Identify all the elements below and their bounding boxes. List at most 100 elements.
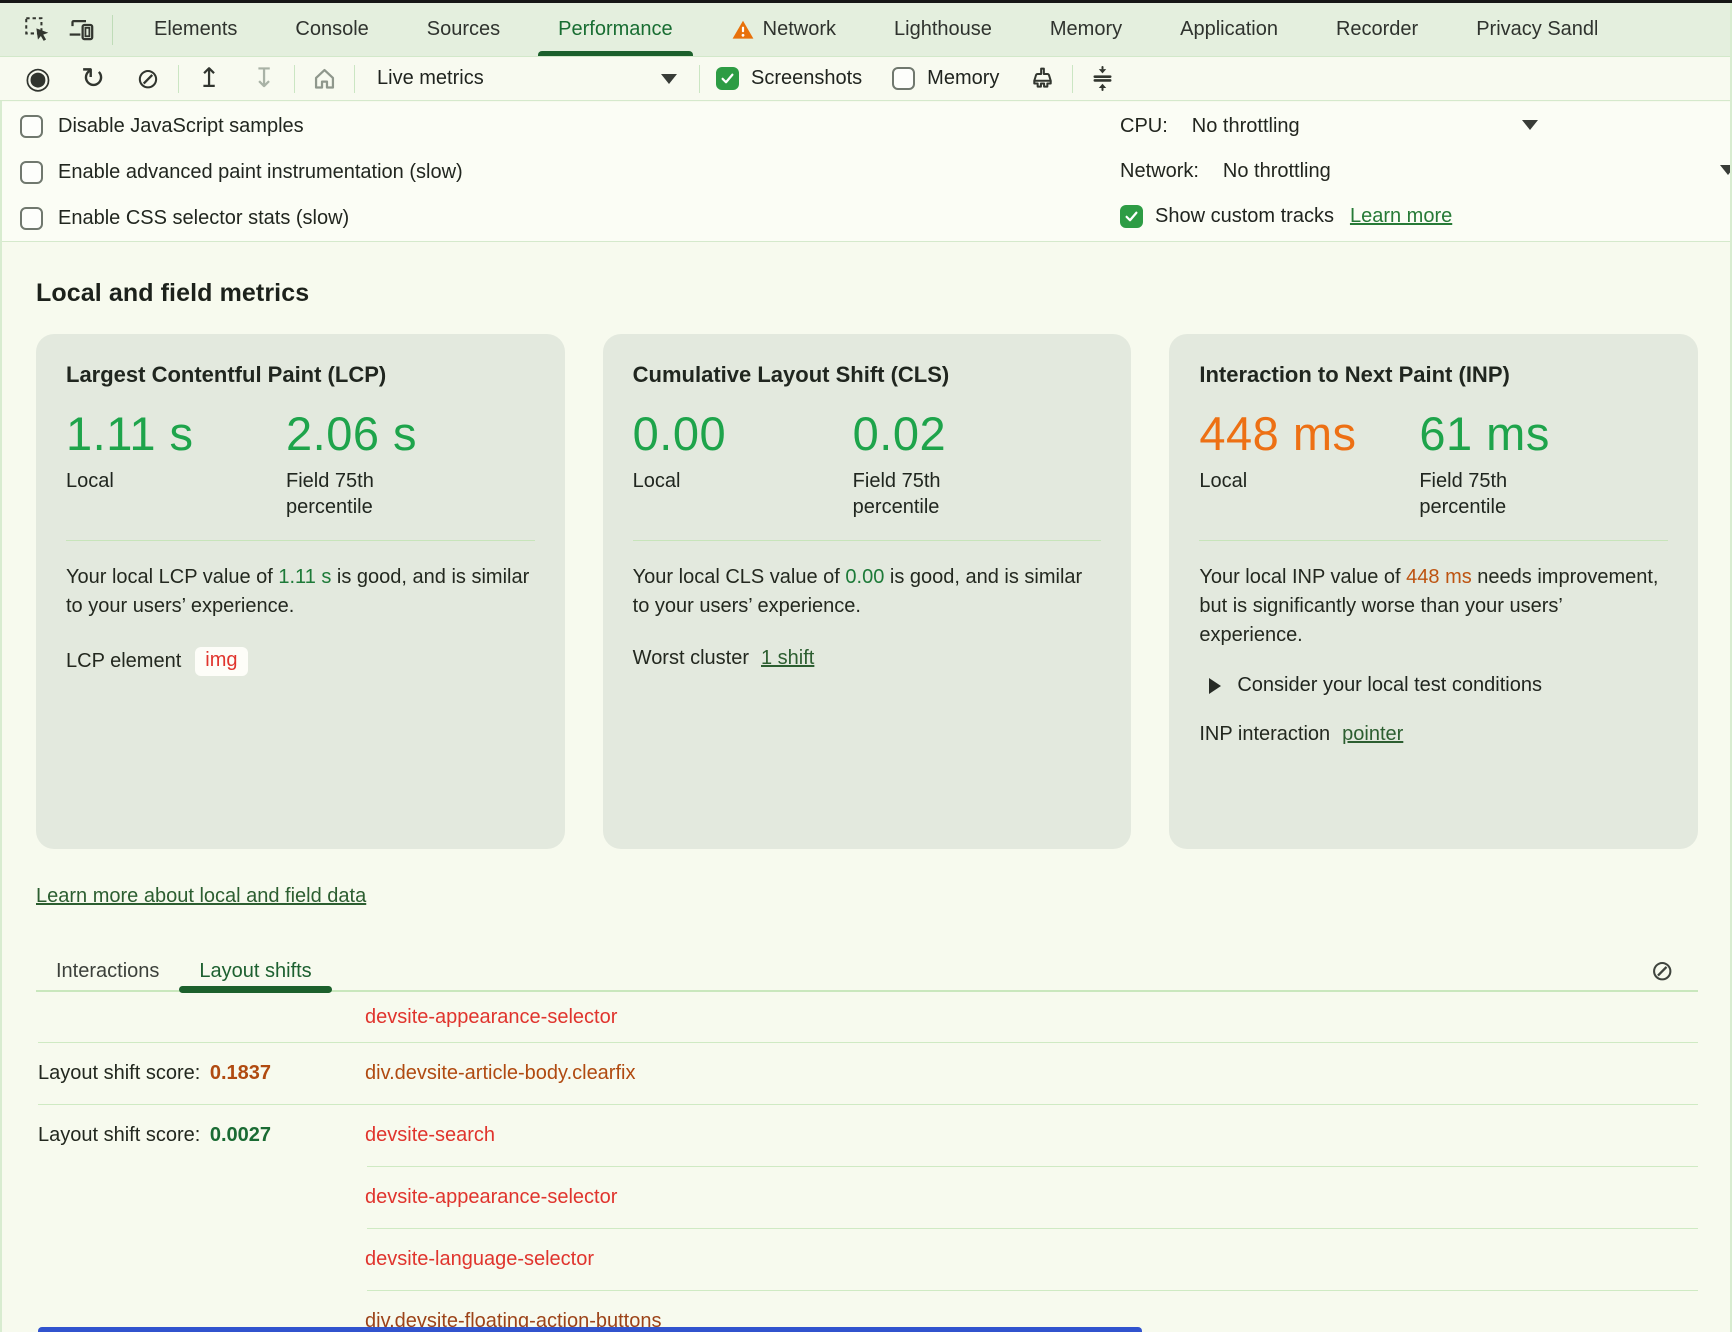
tab-privacy-sandbox[interactable]: Privacy Sandbox bbox=[1476, 18, 1597, 40]
selected-row-indicator[interactable] bbox=[38, 1327, 1142, 1332]
tab-interactions[interactable]: Interactions bbox=[56, 959, 160, 982]
tab-recorder[interactable]: Recorder bbox=[1335, 18, 1419, 40]
capture-settings-checkboxes: Disable JavaScript samples Enable advanc… bbox=[20, 115, 463, 230]
clear-button[interactable]: ⊘ bbox=[136, 61, 160, 95]
tab-sources[interactable]: Sources bbox=[426, 18, 501, 40]
learn-more-field-data-link[interactable]: Learn more about local and field data bbox=[36, 885, 367, 907]
warning-icon bbox=[732, 20, 754, 39]
advanced-paint-toggle[interactable]: Enable advanced paint instrumentation (s… bbox=[20, 161, 463, 184]
log-tabs: Interactions Layout shifts ⊘ bbox=[36, 951, 1698, 993]
row-separator bbox=[367, 1228, 1698, 1229]
cpu-throttling-select[interactable]: CPU: No throttling bbox=[1120, 115, 1732, 138]
toolbar-divider bbox=[354, 64, 355, 93]
tab-console[interactable]: Console bbox=[295, 18, 369, 40]
inp-card: Interaction to Next Paint (INP) 448 ms L… bbox=[1169, 334, 1699, 849]
lcp-local-value: 1.11 s bbox=[66, 407, 194, 460]
inp-field-value: 61 ms bbox=[1419, 407, 1550, 460]
toolbar-divider bbox=[294, 64, 295, 93]
collapse-tracks-button[interactable] bbox=[1089, 65, 1116, 92]
css-selector-stats-checkbox[interactable] bbox=[20, 207, 43, 230]
layout-shift-row: devsite-appearance-selector bbox=[36, 992, 1698, 1042]
cls-description: Your local CLS value of 0.00 is good, an… bbox=[632, 566, 1083, 617]
active-tab-indicator bbox=[538, 50, 693, 56]
advanced-paint-checkbox[interactable] bbox=[20, 161, 43, 184]
worst-cluster-label: Worst cluster bbox=[632, 647, 749, 669]
layout-shift-row: Layout shift score: 0.0027 devsite-searc… bbox=[36, 1105, 1698, 1166]
record-button[interactable]: ◉ bbox=[24, 60, 52, 96]
tab-elements[interactable]: Elements bbox=[154, 18, 238, 40]
tab-lighthouse[interactable]: Lighthouse bbox=[894, 18, 992, 40]
tab-memory[interactable]: Memory bbox=[1049, 18, 1123, 40]
throttling-settings: CPU: No throttling Network: No throttlin… bbox=[1120, 115, 1732, 250]
row-separator bbox=[367, 1290, 1698, 1291]
element-selector-link[interactable]: devsite-appearance-selector bbox=[365, 1186, 618, 1208]
screenshots-checkbox[interactable] bbox=[716, 67, 739, 90]
advanced-paint-label: Enable advanced paint instrumentation (s… bbox=[58, 161, 463, 183]
lcp-card: Largest Contentful Paint (LCP) 1.11 s Lo… bbox=[36, 334, 565, 849]
live-metrics-view: Local and field metrics Largest Contentf… bbox=[0, 243, 1732, 1332]
history-mode-select[interactable]: Live metrics bbox=[377, 67, 677, 90]
lcp-element-link[interactable]: img bbox=[195, 647, 248, 676]
disable-js-samples-label: Disable JavaScript samples bbox=[58, 115, 304, 137]
element-selector-link[interactable]: devsite-search bbox=[365, 1124, 496, 1146]
card-divider bbox=[632, 540, 1102, 541]
network-throttling-select[interactable]: Network: No throttling bbox=[1120, 160, 1732, 183]
lcp-description: Your local LCP value of 1.11 s is good, … bbox=[66, 566, 530, 617]
screenshots-toggle[interactable]: Screenshots bbox=[716, 67, 862, 90]
local-test-conditions-expander[interactable]: Consider your local test conditions bbox=[1199, 674, 1668, 697]
tab-application[interactable]: Application bbox=[1180, 18, 1278, 40]
collect-garbage-button[interactable] bbox=[1029, 65, 1056, 92]
check-icon bbox=[1125, 211, 1138, 222]
tabbar-divider bbox=[112, 14, 113, 45]
custom-tracks-toggle[interactable]: Show custom tracks Learn more bbox=[1120, 205, 1732, 228]
memory-checkbox[interactable] bbox=[892, 67, 916, 90]
mode-select-value: Live metrics bbox=[377, 67, 484, 89]
window-top-edge bbox=[0, 0, 1732, 3]
lcp-field-value: 2.06 s bbox=[286, 407, 418, 460]
element-selector-link[interactable]: devsite-appearance-selector bbox=[365, 1005, 618, 1028]
layout-shift-score-value: 0.0027 bbox=[209, 1124, 272, 1146]
reload-and-record-button[interactable]: ↻ bbox=[80, 61, 106, 95]
worst-cluster-link[interactable]: 1 shift bbox=[761, 647, 815, 669]
disable-js-samples-checkbox[interactable] bbox=[20, 115, 43, 138]
cls-card: Cumulative Layout Shift (CLS) 0.00 Local… bbox=[602, 334, 1132, 849]
element-selector-link[interactable]: div.devsite-floating-action-buttons bbox=[365, 1310, 662, 1332]
tab-performance[interactable]: Performance bbox=[529, 3, 702, 56]
disable-js-samples-toggle[interactable]: Disable JavaScript samples bbox=[20, 115, 463, 138]
layout-shift-score-label: Layout shift score: bbox=[38, 1124, 201, 1146]
cls-inline-value: 0.00 bbox=[845, 566, 885, 588]
tab-layout-shifts[interactable]: Layout shifts bbox=[179, 951, 332, 993]
card-divider bbox=[1199, 540, 1669, 541]
lcp-inline-value: 1.11 s bbox=[278, 566, 332, 588]
cpu-throttling-value: No throttling bbox=[1191, 115, 1300, 137]
element-selector-link[interactable]: div.devsite-article-body.clearfix bbox=[365, 1062, 636, 1084]
layout-shift-row: Layout shift score: 0.1837 div.devsite-a… bbox=[36, 1043, 1698, 1104]
tab-network-label: Network bbox=[762, 18, 836, 40]
custom-tracks-checkbox[interactable] bbox=[1120, 205, 1143, 228]
css-selector-stats-label: Enable CSS selector stats (slow) bbox=[58, 207, 350, 229]
check-icon bbox=[721, 73, 734, 84]
metrics-heading: Local and field metrics bbox=[36, 279, 310, 307]
inp-inline-value: 448 ms bbox=[1406, 566, 1472, 588]
upload-profile-button[interactable]: ↥ bbox=[197, 63, 221, 94]
inp-interaction-link[interactable]: pointer bbox=[1342, 723, 1404, 745]
inspect-element-button[interactable] bbox=[22, 15, 52, 45]
device-toolbar-button[interactable] bbox=[66, 15, 96, 45]
custom-tracks-learn-more-link[interactable]: Learn more bbox=[1349, 205, 1453, 227]
element-selector-link[interactable]: devsite-language-selector bbox=[365, 1248, 595, 1270]
clear-log-button[interactable]: ⊘ bbox=[1651, 957, 1674, 985]
cpu-label: CPU: bbox=[1120, 115, 1168, 137]
tab-performance-label: Performance bbox=[558, 18, 673, 40]
clear-log-icon: ⊘ bbox=[1650, 954, 1674, 987]
row-separator bbox=[367, 1166, 1698, 1167]
tab-network[interactable]: Network bbox=[702, 3, 865, 56]
inp-local-value: 448 ms bbox=[1199, 407, 1357, 460]
memory-toggle[interactable]: Memory bbox=[892, 67, 999, 90]
inp-interaction-label: INP interaction bbox=[1199, 723, 1331, 745]
network-throttling-value: No throttling bbox=[1222, 160, 1331, 182]
css-selector-stats-toggle[interactable]: Enable CSS selector stats (slow) bbox=[20, 207, 463, 230]
home-button[interactable] bbox=[311, 65, 338, 92]
panel-left-border bbox=[0, 101, 2, 1332]
lcp-local-label: Local bbox=[66, 470, 114, 492]
download-profile-button[interactable]: ↧ bbox=[252, 63, 276, 94]
